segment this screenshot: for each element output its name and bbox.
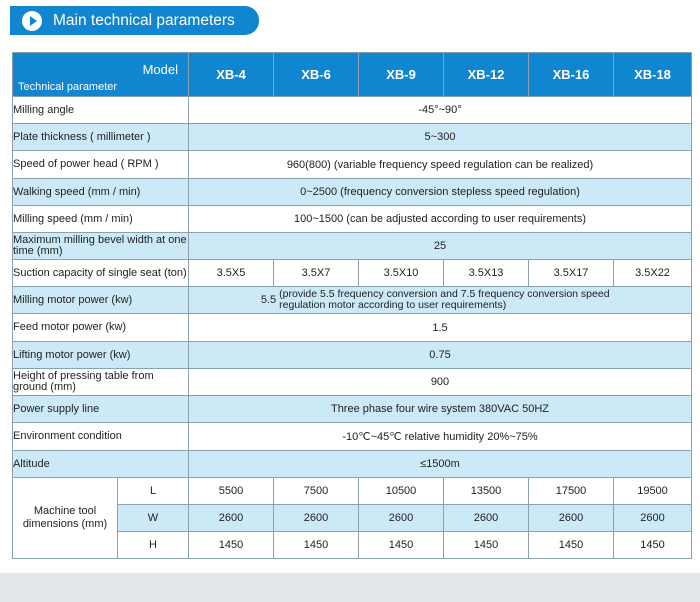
row-label: Altitude — [12, 450, 189, 478]
spec-table: Model Technical parameter XB-4 XB-6 XB-9… — [12, 52, 692, 559]
row-value: 13500 — [443, 477, 529, 505]
model-label: Model — [142, 62, 178, 77]
table-row: Plate thickness ( millimeter ) 5~300 — [12, 123, 692, 151]
model-header: XB-18 — [613, 52, 692, 97]
row-value: 2600 — [613, 504, 692, 532]
row-value: 5.5 (provide 5.5 frequency conversion an… — [188, 286, 692, 314]
table-row: Maximum milling bevel width at one time … — [12, 232, 692, 260]
row-value: 1450 — [358, 531, 444, 559]
row-value: ≤1500m — [188, 450, 692, 478]
row-value: 960(800) (variable frequency speed regul… — [188, 150, 692, 179]
play-arrow-icon — [22, 11, 42, 31]
row-value: 3.5X22 — [613, 259, 692, 287]
row-value: 1450 — [188, 531, 274, 559]
row-value: 3.5X10 — [358, 259, 444, 287]
table-row: Milling speed (mm / min) 100~1500 (can b… — [12, 205, 692, 233]
model-header: XB-4 — [188, 52, 274, 97]
row-label: Walking speed (mm / min) — [12, 178, 189, 206]
section-banner — [10, 6, 259, 35]
row-value: 1450 — [273, 531, 359, 559]
table-row: Machine tool dimensions (mm) L 5500 7500… — [12, 477, 692, 559]
row-value: 900 — [188, 368, 692, 396]
dimension-axis: L — [117, 477, 189, 505]
header-row: Model Technical parameter XB-4 XB-6 XB-9… — [12, 52, 692, 97]
row-value: 10500 — [358, 477, 444, 505]
row-value: 100~1500 (can be adjusted according to u… — [188, 205, 692, 233]
model-header: XB-9 — [358, 52, 444, 97]
row-value: 3.5X13 — [443, 259, 529, 287]
row-value: 25 — [188, 232, 692, 260]
row-label: Milling angle — [12, 96, 189, 124]
table-row: Walking speed (mm / min) 0~2500 (frequen… — [12, 178, 692, 206]
row-label: Milling speed (mm / min) — [12, 205, 189, 233]
row-value: 3.5X17 — [528, 259, 614, 287]
model-header: XB-12 — [443, 52, 529, 97]
model-header: XB-16 — [528, 52, 614, 97]
table-row: Feed motor power (kw) 1.5 — [12, 313, 692, 342]
row-value: -45°~90° — [188, 96, 692, 124]
table-row: Suction capacity of single seat (ton) 3.… — [12, 259, 692, 287]
dimension-axis: W — [117, 504, 189, 532]
row-value: 2600 — [188, 504, 274, 532]
row-value: 7500 — [273, 477, 359, 505]
row-label: Height of pressing table from ground (mm… — [12, 368, 189, 396]
table-row: Milling angle -45°~90° — [12, 96, 692, 124]
row-value: 1450 — [443, 531, 529, 559]
row-value: 1450 — [613, 531, 692, 559]
row-value: 2600 — [528, 504, 614, 532]
table-row: Altitude ≤1500m — [12, 450, 692, 478]
model-header: XB-6 — [273, 52, 359, 97]
row-value-prefix: 5.5 — [260, 294, 277, 306]
table-row: Height of pressing table from ground (mm… — [12, 368, 692, 396]
row-value: 2600 — [443, 504, 529, 532]
table-row: Speed of power head ( RPM ) 960(800) (va… — [12, 150, 692, 179]
row-label: Plate thickness ( millimeter ) — [12, 123, 189, 151]
row-value: 5~300 — [188, 123, 692, 151]
row-value: 17500 — [528, 477, 614, 505]
row-label: Speed of power head ( RPM ) — [12, 150, 189, 179]
row-value: 0.75 — [188, 341, 692, 369]
row-value: 5500 — [188, 477, 274, 505]
table-row: Power supply line Three phase four wire … — [12, 395, 692, 423]
row-label: Feed motor power (kw) — [12, 313, 189, 342]
row-value: 3.5X7 — [273, 259, 359, 287]
table-row: Environment condition -10℃~45℃ relative … — [12, 422, 692, 451]
section-title: Main technical parameters — [53, 12, 235, 29]
row-label: Milling motor power (kw) — [12, 286, 189, 314]
row-label: Suction capacity of single seat (ton) — [12, 259, 189, 287]
row-label: Power supply line — [12, 395, 189, 423]
technical-parameter-label: Technical parameter — [18, 81, 118, 93]
table-row: W 2600 2600 2600 2600 2600 2600 — [13, 504, 692, 532]
row-value: 0~2500 (frequency conversion stepless sp… — [188, 178, 692, 206]
table-row: H 1450 1450 1450 1450 1450 1450 — [13, 531, 692, 559]
footer-bar — [0, 573, 700, 602]
dimension-axis: H — [117, 531, 189, 559]
row-value: 2600 — [273, 504, 359, 532]
row-label: Lifting motor power (kw) — [12, 341, 189, 369]
row-value: 1450 — [528, 531, 614, 559]
row-value: -10℃~45℃ relative humidity 20%~75% — [188, 422, 692, 451]
row-value: 19500 — [613, 477, 692, 505]
row-value-note: (provide 5.5 frequency conversion and 7.… — [279, 288, 610, 311]
header-corner-cell: Model Technical parameter — [12, 52, 189, 97]
row-value: 1.5 — [188, 313, 692, 342]
table-row: Lifting motor power (kw) 0.75 — [12, 341, 692, 369]
row-label: Environment condition — [12, 422, 189, 451]
dimensions-label: Machine tool dimensions (mm) — [12, 477, 118, 559]
table-row: Milling motor power (kw) 5.5 (provide 5.… — [12, 286, 692, 314]
row-value: Three phase four wire system 380VAC 50HZ — [188, 395, 692, 423]
row-value: 2600 — [358, 504, 444, 532]
row-value: 3.5X5 — [188, 259, 274, 287]
row-label: Maximum milling bevel width at one time … — [12, 232, 189, 260]
